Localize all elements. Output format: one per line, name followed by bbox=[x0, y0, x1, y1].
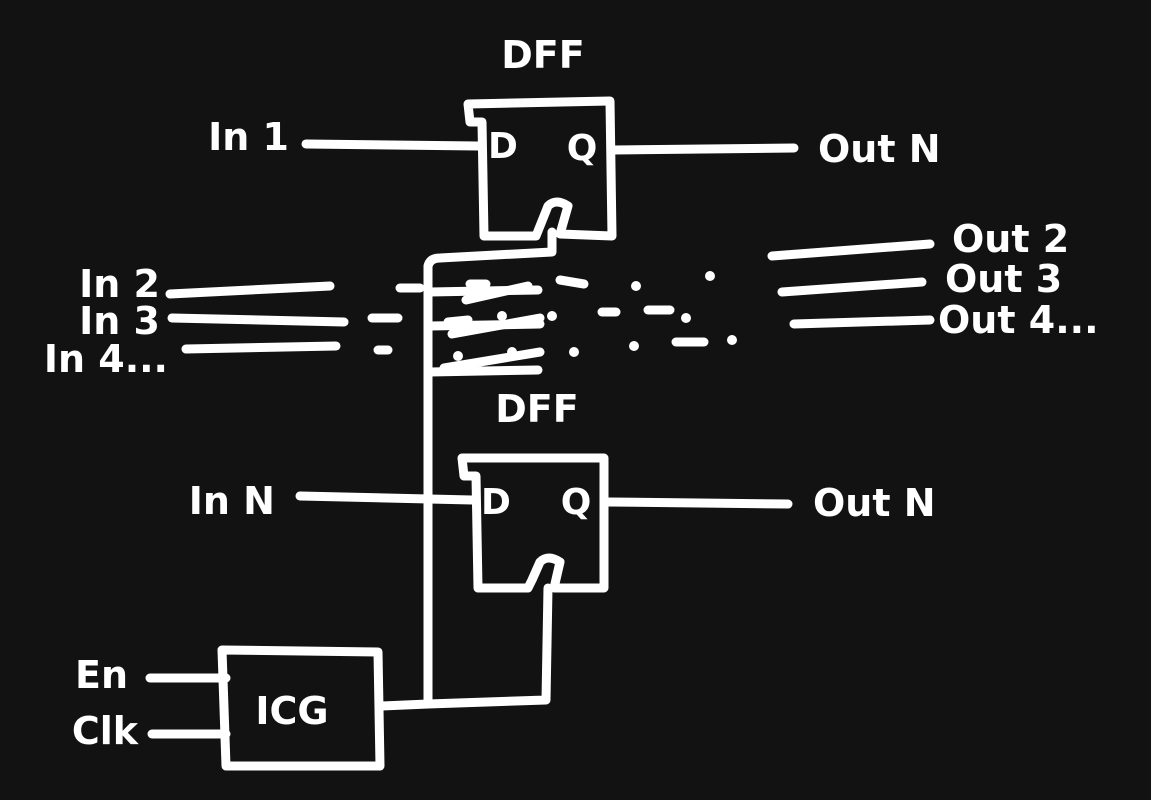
top-dff-body bbox=[463, 96, 617, 241]
gated-clock-trunk bbox=[423, 227, 557, 709]
output-out-3-label: Out 3 bbox=[945, 257, 1062, 301]
top-dff-title: DFF bbox=[501, 33, 584, 77]
gated-clock-branch-2 bbox=[425, 285, 543, 297]
bottom-dff-d-pin: D bbox=[481, 482, 511, 523]
input-in-3-wire bbox=[167, 313, 349, 327]
output-out-2-label: Out 2 bbox=[952, 217, 1069, 261]
input-in-1-label: In 1 bbox=[208, 115, 289, 159]
gated-clock-to-bottom-dff bbox=[377, 583, 553, 711]
input-in-2-wire bbox=[165, 281, 335, 299]
bottom-dff-title: DFF bbox=[495, 387, 578, 431]
output-bottom-label: Out N bbox=[813, 481, 936, 525]
bottom-dff: DFF D Q bbox=[457, 387, 609, 593]
output-out-3-wire bbox=[777, 277, 927, 297]
output-top-label: Out N bbox=[818, 127, 941, 171]
input-in-2-label: In 2 bbox=[79, 262, 160, 306]
output-top-wire bbox=[609, 143, 799, 155]
input-in-4-label: In 4... bbox=[44, 337, 168, 381]
icg-label: ICG bbox=[255, 689, 328, 733]
input-in-n-label: In N bbox=[189, 479, 275, 523]
icg-cell: ICG bbox=[217, 645, 385, 771]
bottom-dff-body bbox=[457, 453, 609, 593]
gated-clock-branch-3 bbox=[425, 319, 545, 331]
input-in-3-label: In 3 bbox=[79, 299, 160, 343]
middle-outputs: Out 2 Out 3 Out 4... bbox=[767, 217, 1099, 342]
top-dff-q-pin: Q bbox=[567, 128, 598, 169]
output-out-4-wire bbox=[789, 315, 935, 329]
top-dff-d-pin: D bbox=[488, 126, 518, 167]
gated-clock-net bbox=[377, 227, 557, 711]
gated-clock-branch-4 bbox=[425, 365, 543, 377]
output-out-2-wire bbox=[767, 239, 935, 261]
middle-inputs: In 2 In 3 In 4... bbox=[44, 262, 349, 381]
clock-label: Clk bbox=[72, 709, 139, 753]
enable-label: En bbox=[75, 653, 128, 697]
output-out-4-label: Out 4... bbox=[938, 298, 1099, 342]
icg-body bbox=[217, 645, 385, 771]
bottom-dff-q-pin: Q bbox=[561, 482, 592, 523]
top-dff: DFF D Q bbox=[463, 33, 617, 241]
output-bottom-wire bbox=[603, 497, 793, 509]
input-in-4-wire bbox=[181, 341, 341, 354]
input-in-n-wire bbox=[295, 491, 477, 505]
input-in-1-wire bbox=[301, 139, 483, 151]
